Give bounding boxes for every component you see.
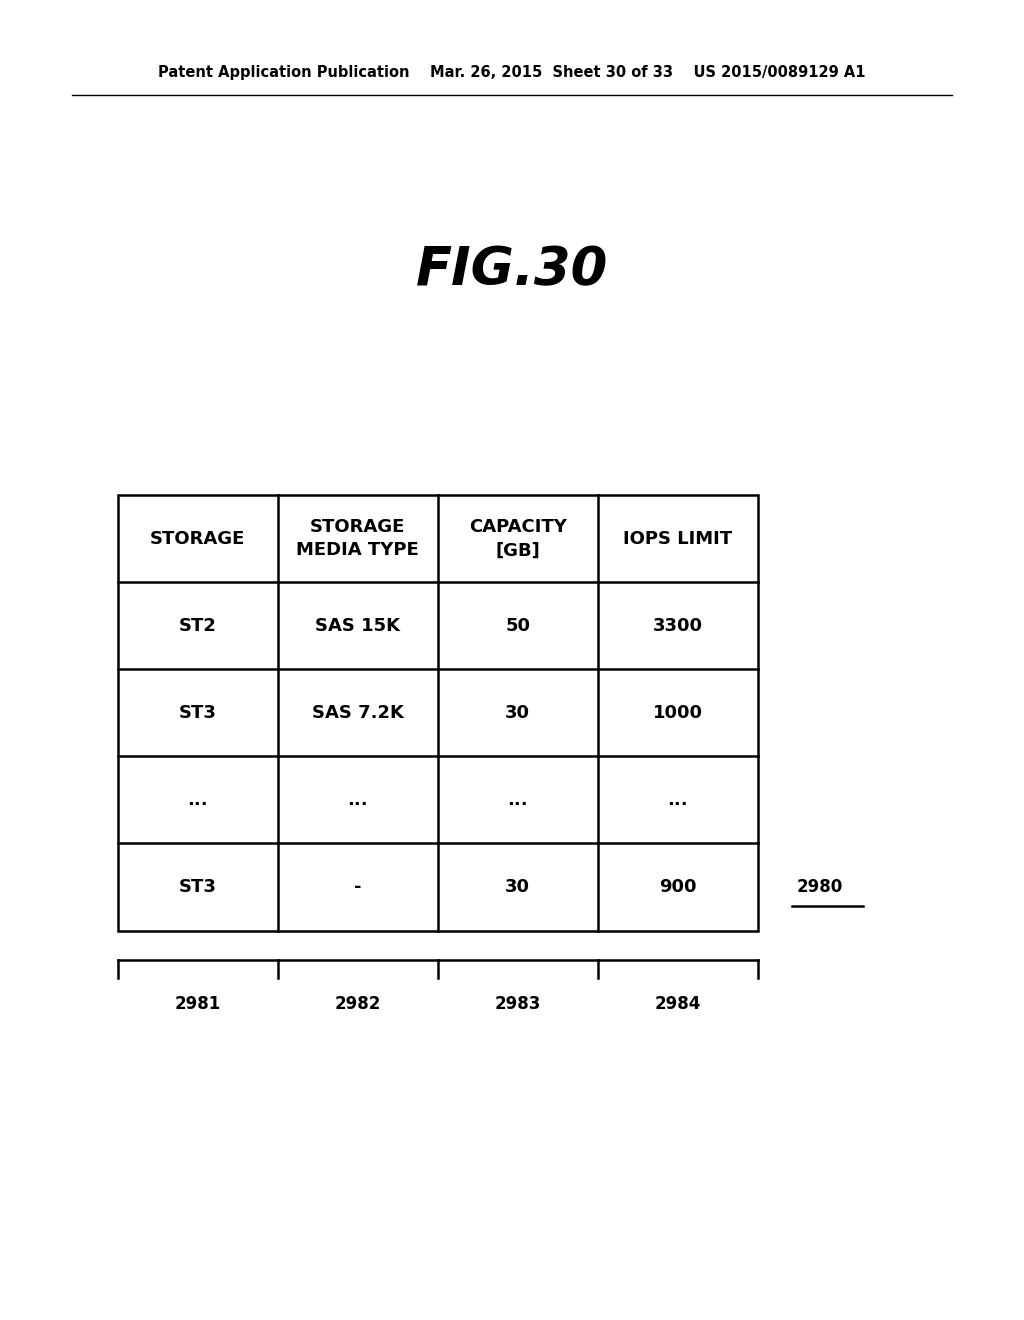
Text: 900: 900 (659, 878, 696, 896)
Text: STORAGE: STORAGE (151, 529, 246, 548)
Text: 2980: 2980 (797, 878, 843, 896)
Text: ...: ... (508, 791, 528, 809)
Text: FIG.30: FIG.30 (416, 244, 608, 297)
Text: Patent Application Publication    Mar. 26, 2015  Sheet 30 of 33    US 2015/00891: Patent Application Publication Mar. 26, … (159, 65, 865, 81)
Text: IOPS LIMIT: IOPS LIMIT (624, 529, 732, 548)
Text: SAS 7.2K: SAS 7.2K (312, 704, 403, 722)
Text: 2981: 2981 (175, 995, 221, 1014)
Text: STORAGE
MEDIA TYPE: STORAGE MEDIA TYPE (296, 517, 419, 560)
Text: ...: ... (347, 791, 368, 809)
Text: 2982: 2982 (335, 995, 381, 1014)
Text: 30: 30 (505, 878, 530, 896)
Text: ...: ... (187, 791, 208, 809)
Text: ST3: ST3 (179, 704, 217, 722)
Text: 2983: 2983 (495, 995, 541, 1014)
Text: 3300: 3300 (652, 616, 702, 635)
Text: CAPACITY
[GB]: CAPACITY [GB] (469, 517, 566, 560)
Text: ST2: ST2 (179, 616, 217, 635)
Text: 2984: 2984 (654, 995, 701, 1014)
Text: -: - (354, 878, 361, 896)
Text: 30: 30 (505, 704, 530, 722)
Text: 50: 50 (505, 616, 530, 635)
Text: ...: ... (668, 791, 688, 809)
Text: SAS 15K: SAS 15K (315, 616, 400, 635)
Text: 1000: 1000 (652, 704, 702, 722)
Bar (118, 495, 758, 931)
Text: ST3: ST3 (179, 878, 217, 896)
